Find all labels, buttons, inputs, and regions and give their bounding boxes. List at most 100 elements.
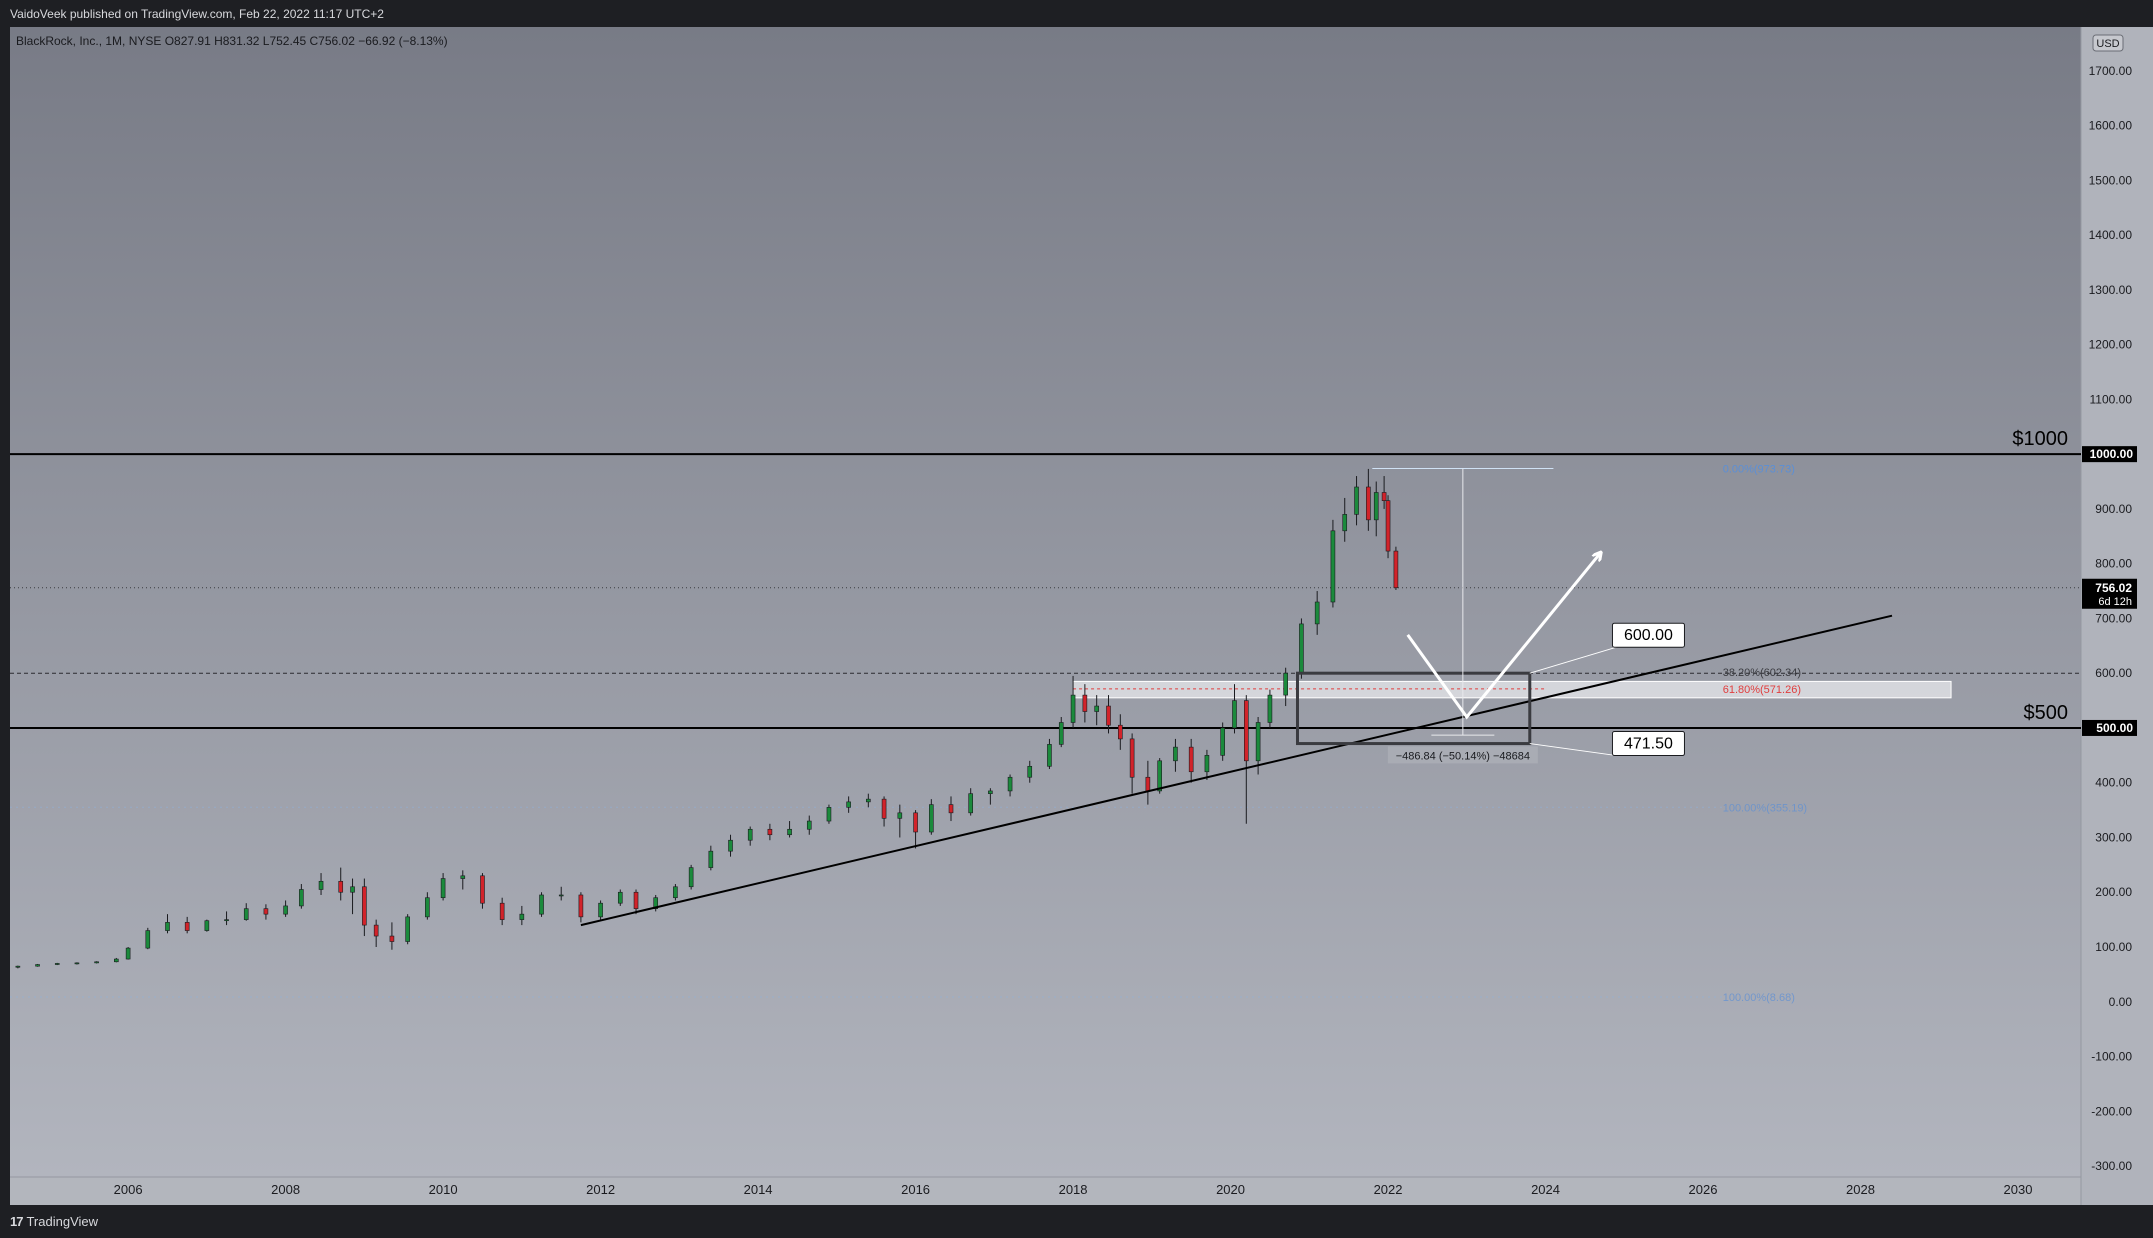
callout-label: 600.00 (1624, 627, 1673, 644)
axis-level-badge (2082, 719, 2137, 736)
currency-badge[interactable]: USD (2092, 34, 2124, 52)
candle-body (1007, 776, 1013, 792)
footer-bar: 17 TradingView (0, 1205, 2153, 1238)
candle-body (1058, 722, 1064, 745)
candle-body (673, 886, 678, 899)
fib-level-label: 61.80%(571.26) (1723, 684, 1801, 696)
candle-body (1314, 601, 1320, 625)
fib-level-label: 38.20%(602.34) (1723, 667, 1801, 679)
candle-body (806, 820, 812, 830)
candle-body (1342, 514, 1348, 532)
y-tick-label: 800.00 (2095, 557, 2132, 571)
last-price-value: 756.02 (2095, 581, 2132, 595)
candle-body (598, 902, 603, 918)
candle-body (145, 930, 151, 949)
candle-body (480, 875, 485, 904)
candle-body (1283, 672, 1288, 696)
chart-legend: BlackRock, Inc., 1M, NYSE O827.91 H831.3… (16, 34, 448, 48)
candle-body (299, 889, 304, 907)
candle-body (54, 963, 60, 965)
candle-body (224, 919, 229, 922)
candle-body (1094, 705, 1099, 712)
plot-background (10, 27, 2081, 1177)
candle-body (881, 798, 887, 819)
candle-body (1129, 738, 1135, 778)
callout-box (1611, 731, 1685, 757)
candle-body (1267, 694, 1273, 723)
candle-body (968, 793, 973, 814)
measure-label: −486.84 (−50.14%) −48684 (1396, 750, 1530, 762)
candle-body (653, 897, 659, 909)
candle-body (539, 894, 544, 915)
candle-body (1070, 694, 1076, 723)
candle-body (243, 908, 249, 920)
candle-body (405, 916, 410, 942)
candle-body (35, 964, 40, 967)
y-tick-label: 100.00 (2095, 940, 2132, 954)
y-tick-label: 200.00 (2095, 885, 2132, 899)
x-tick-label: 2018 (1059, 1182, 1088, 1197)
candle-body (1106, 705, 1111, 726)
fib-level-label: 100.00%(355.19) (1723, 802, 1807, 814)
y-tick-label: 400.00 (2095, 776, 2132, 790)
key-level-label: $500 (2024, 702, 2069, 724)
candle-body (558, 894, 564, 897)
candle-body (125, 947, 131, 960)
y-tick-label: -100.00 (2091, 1050, 2132, 1064)
projection-arrow (1406, 553, 1601, 720)
y-tick-label: -200.00 (2091, 1104, 2132, 1118)
candle-body (1118, 724, 1123, 740)
candle-body (1157, 760, 1162, 792)
y-tick-label: 1200.00 (2089, 338, 2133, 352)
candle-body (1299, 623, 1304, 674)
candle-body (1385, 500, 1391, 552)
candle-body (826, 807, 832, 822)
candle-body (362, 886, 367, 926)
candle-body (1244, 700, 1249, 762)
candle-body (929, 804, 934, 833)
axis-level-badge (2082, 446, 2137, 463)
candle-body (1393, 550, 1399, 589)
candle-body (114, 958, 119, 963)
candle-body (519, 913, 525, 920)
candle-body (1204, 755, 1210, 773)
candle-body (1232, 700, 1237, 729)
candle-body (578, 894, 584, 918)
x-tick-label: 2010 (429, 1182, 458, 1197)
candle-body (283, 905, 288, 915)
candle-body (767, 828, 773, 836)
candle-body (1220, 727, 1225, 756)
candle-body (1145, 776, 1151, 792)
candle-body (1354, 486, 1359, 515)
candle-body (373, 924, 379, 937)
candle-body (338, 880, 344, 893)
measure-label-bg (1387, 746, 1538, 764)
candle-body (688, 867, 694, 888)
callout-pointer (1529, 646, 1617, 674)
candle-body (913, 812, 918, 833)
measure-box (1295, 671, 1532, 746)
trendline (580, 614, 1893, 927)
y-tick-label: -300.00 (2091, 1159, 2132, 1173)
y-tick-label: 1400.00 (2089, 228, 2133, 242)
candle-body (440, 878, 446, 899)
price-axis-background (2081, 27, 2153, 1205)
last-price-countdown: 6d 12h (2098, 596, 2132, 608)
candle-body (1373, 492, 1379, 521)
candle-body (1082, 694, 1088, 712)
brand-label: TradingView (26, 1214, 99, 1229)
support-zone (1072, 680, 1952, 699)
candle-body (787, 828, 792, 836)
y-tick-label: 1300.00 (2089, 283, 2133, 297)
candle-body (1188, 746, 1194, 773)
publisher-text: VaidoVeek published on TradingView.com, … (10, 7, 384, 21)
candle-body (425, 897, 430, 918)
candle-body (866, 798, 871, 803)
x-tick-label: 2030 (2004, 1182, 2033, 1197)
candle-body (74, 962, 80, 965)
tradingview-brand[interactable]: 17 TradingView (10, 1214, 98, 1229)
y-tick-label: 700.00 (2095, 611, 2132, 625)
y-tick-label: 300.00 (2095, 830, 2132, 844)
candle-body (633, 891, 639, 909)
